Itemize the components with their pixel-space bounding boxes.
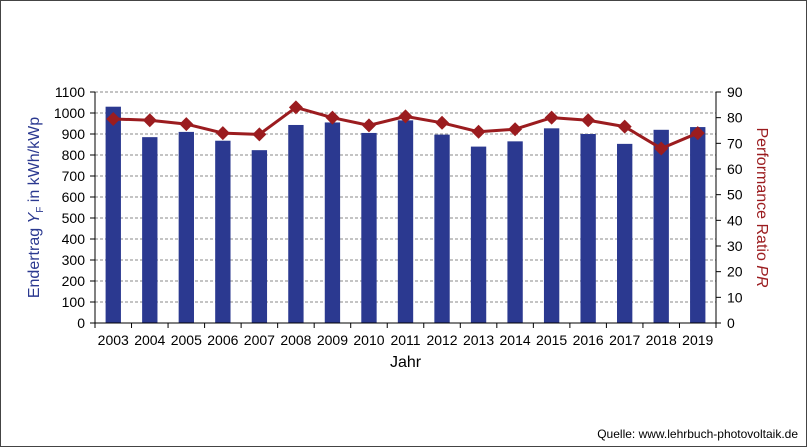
left-tick-label: 0	[77, 315, 85, 331]
pr-point-2003	[106, 111, 121, 126]
pr-point-2018	[654, 141, 669, 156]
bar-2006	[215, 140, 231, 323]
x-tick-label-2019: 2019	[682, 332, 713, 348]
pr-point-2013	[471, 124, 486, 139]
left-tick-label: 800	[62, 147, 86, 163]
bar-2016	[580, 134, 596, 323]
right-tick-label: 40	[727, 212, 743, 228]
axes	[90, 91, 721, 328]
x-tick-label-2004: 2004	[134, 332, 165, 348]
x-tick-label-2011: 2011	[390, 332, 420, 348]
x-tick-label-2003: 2003	[98, 332, 129, 348]
pr-point-2006	[215, 126, 230, 141]
right-tick-label: 50	[727, 187, 743, 203]
pr-point-2007	[252, 127, 267, 142]
left-axis-title: Endertrag YF in kWh/kWp	[26, 117, 46, 298]
pr-point-2015	[544, 110, 559, 125]
x-tick-label-2012: 2012	[426, 332, 457, 348]
bar-2019	[690, 127, 706, 323]
left-tick-label: 900	[62, 126, 86, 142]
pr-point-2016	[581, 113, 596, 128]
pr-point-2010	[361, 118, 376, 133]
left-tick-label: 400	[62, 231, 86, 247]
bar-2012	[434, 134, 450, 323]
right-tick-label: 90	[727, 84, 743, 100]
bar-2008	[288, 124, 304, 323]
pr-point-2012	[435, 115, 450, 130]
axis-titles: Jahr Endertrag YF in kWh/kWp Performance R…	[26, 117, 770, 371]
x-tick-label-2005: 2005	[171, 332, 202, 348]
x-tick-label-2009: 2009	[317, 332, 348, 348]
bar-2015	[543, 128, 560, 323]
right-tick-label: 70	[727, 135, 743, 151]
bar-2011	[397, 120, 414, 323]
bar-2003	[105, 106, 121, 323]
left-tick-label: 500	[62, 210, 86, 226]
x-tick-label-2008: 2008	[280, 332, 311, 348]
line-series	[106, 100, 705, 156]
left-tick-label: 300	[62, 252, 86, 268]
pr-point-2009	[325, 110, 340, 125]
left-tick-label: 100	[62, 294, 86, 310]
bar-2005	[178, 131, 194, 323]
bar-2009	[324, 122, 341, 323]
right-tick-label: 10	[727, 289, 743, 305]
bar-2004	[142, 137, 158, 323]
x-tick-label-2006: 2006	[207, 332, 238, 348]
right-tick-label: 0	[727, 315, 735, 331]
left-tick-label: 200	[62, 273, 86, 289]
bar-2017	[617, 143, 633, 323]
x-tick-label-2015: 2015	[536, 332, 567, 348]
bar-2013	[470, 146, 487, 323]
pr-point-2004	[142, 113, 157, 128]
pr-point-2008	[288, 100, 303, 115]
bar-series	[105, 106, 706, 323]
bar-2018	[653, 129, 669, 323]
bar-2007	[251, 150, 268, 323]
x-tick-label-2018: 2018	[646, 332, 677, 348]
pr-point-2005	[179, 117, 194, 132]
x-tick-label-2014: 2014	[500, 332, 531, 348]
right-tick-label: 60	[727, 161, 743, 177]
pr-point-2011	[398, 109, 413, 124]
left-tick-label: 600	[62, 189, 86, 205]
bar-2010	[361, 132, 377, 323]
right-tick-label: 30	[727, 238, 743, 254]
x-tick-label-2017: 2017	[609, 332, 640, 348]
x-tick-label-2013: 2013	[463, 332, 494, 348]
x-axis-title: Jahr	[390, 354, 422, 371]
left-tick-label: 1100	[55, 84, 85, 100]
tick-labels: 0 100 200 300 400 500 600 700 800 900 1000 1100 0 10 2…	[54, 84, 743, 348]
source-note: Quelle: www.lehrbuch-photovoltaik.de	[597, 427, 798, 441]
pr-point-2017	[617, 119, 632, 134]
right-tick-label: 80	[727, 110, 743, 126]
x-tick-label-2010: 2010	[353, 332, 384, 348]
pr-point-2019	[690, 126, 705, 141]
x-tick-label-2007: 2007	[244, 332, 275, 348]
right-tick-label: 20	[727, 264, 743, 280]
left-tick-label: 700	[62, 168, 86, 184]
x-tick-label-2016: 2016	[573, 332, 604, 348]
bar-2014	[507, 141, 523, 323]
right-axis-title: Performance Ratio PR	[753, 127, 770, 288]
pr-point-2014	[508, 122, 523, 137]
left-tick-label: 1000	[54, 105, 85, 121]
